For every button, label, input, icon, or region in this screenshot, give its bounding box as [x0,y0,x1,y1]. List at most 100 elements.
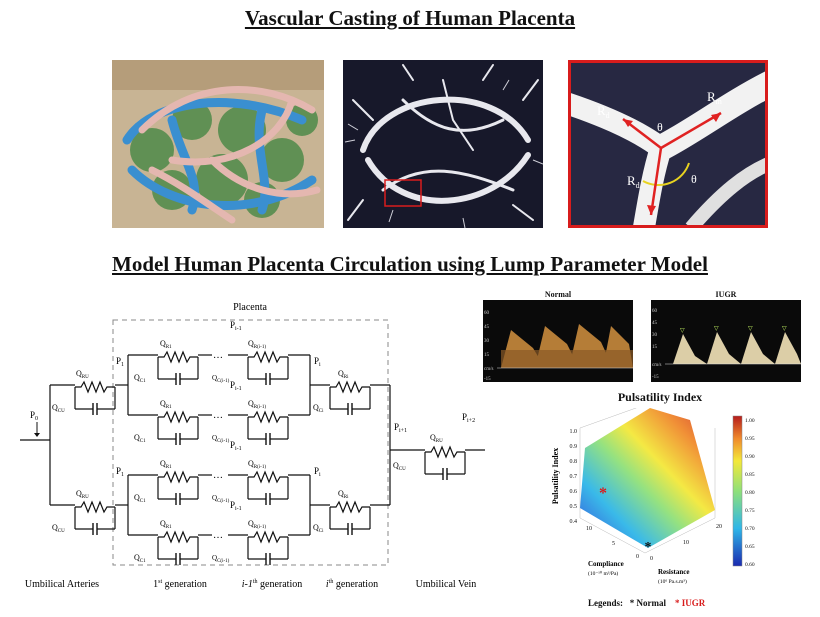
y-axis-label: Resistance [658,568,690,576]
p1-top-label: P1 [116,356,124,368]
svg-text:QR(i-1): QR(i-1) [248,399,266,410]
svg-text:QR(i-1): QR(i-1) [248,459,266,470]
model-title: Model Human Placenta Circulation using L… [112,252,708,276]
svg-text:QR1: QR1 [160,399,172,410]
svg-text:QC1: QC1 [134,493,146,504]
svg-text:QR(i-1): QR(i-1) [248,339,266,350]
legend: Legends: * Normal * IUGR [588,598,706,608]
svg-text:0.8: 0.8 [570,459,578,465]
svg-text:45: 45 [652,321,658,326]
qcu-bottom-label: QCU [52,523,65,534]
svg-text:(10⁶ Pa.s.m³): (10⁶ Pa.s.m³) [658,578,687,585]
svg-text:▽: ▽ [748,326,753,332]
rd-top-label: Rd [597,103,610,120]
svg-text:15: 15 [484,353,490,358]
svg-text:QC1: QC1 [134,373,146,384]
bifurcation-detail: Rd Rm Rd θ θ [568,60,768,228]
svg-text:20: 20 [716,524,722,530]
svg-text:0: 0 [650,556,653,562]
svg-text:▽: ▽ [782,326,787,332]
svg-text:(10⁻¹⁰ m³/Pa): (10⁻¹⁰ m³/Pa) [588,570,618,577]
svg-text:30: 30 [652,333,658,338]
doppler-iugr-label: IUGR [715,290,737,299]
lumped-circuit-diagram: Placenta P0 QRU QCU QRU QCU P1 P1 … … [20,302,485,590]
legend-normal: Normal [636,598,667,608]
umbilical-arteries-label: Umbilical Arteries [25,579,99,590]
svg-text:15: 15 [652,345,658,350]
svg-text:QR1: QR1 [160,459,172,470]
svg-text:…: … [213,350,223,361]
svg-text:0.5: 0.5 [570,504,578,510]
svg-text:1.0: 1.0 [570,429,578,435]
svg-text:QR1: QR1 [160,339,172,350]
svg-text:Pi-1: Pi-1 [230,320,242,332]
svg-text:45: 45 [484,325,490,330]
theta-label-top: θ [657,120,663,134]
svg-text:QRi: QRi [338,489,349,500]
svg-text:10: 10 [586,526,592,532]
svg-text:-15: -15 [484,377,491,382]
svg-text:Pi+2: Pi+2 [462,412,475,424]
zoom-box [384,179,422,207]
svg-text:0.80: 0.80 [745,490,755,496]
svg-text:0.95: 0.95 [745,436,755,442]
svg-text:0: 0 [636,554,639,560]
svg-text:QRi: QRi [338,369,349,380]
legend-iugr: IUGR [681,598,706,608]
qru-top-label: QRU [76,369,89,380]
x-axis-label: Compliance [588,560,624,568]
placenta-box [112,319,389,566]
svg-text:0.70: 0.70 [745,526,755,532]
doppler-normal: 60 45 30 15 cm/s -15 [483,300,633,382]
svg-text:QCU: QCU [393,461,406,472]
qcu-top-label: QCU [52,403,65,414]
svg-text:0.7: 0.7 [570,474,578,480]
p0-label: P0 [30,410,38,422]
doppler-iugr: ▽ ▽ ▽ ▽ 60 45 30 15 cm/s -15 [651,300,801,382]
svg-text:0.90: 0.90 [745,454,755,460]
svg-text:60: 60 [652,309,658,314]
svg-text:Pi+1: Pi+1 [394,422,407,434]
svg-text:QR(i-1): QR(i-1) [248,519,266,530]
rd-bottom-label: Rd [627,173,640,190]
vascular-ct-render [343,60,543,228]
svg-text:0.6: 0.6 [570,489,578,495]
normal-marker: * [645,540,652,555]
svg-text:QC(i-1): QC(i-1) [212,554,230,564]
vascular-cast-photo [112,60,324,228]
svg-text:Pi: Pi [314,356,321,368]
placenta-label: Placenta [233,302,267,313]
z-axis-label: Pulsatility Index [551,448,560,504]
svg-text:0.4: 0.4 [570,519,578,525]
svg-text:Pi-1: Pi-1 [230,380,242,392]
pi-surface [580,408,715,548]
svg-text:QCi: QCi [313,403,324,414]
svg-text:10: 10 [683,540,689,546]
gen-i-label: ith generation [326,579,378,590]
svg-text:-15: -15 [652,375,659,380]
umbilical-vein-label: Umbilical Vein [416,579,477,590]
iugr-marker: * [599,485,607,502]
svg-text:0.65: 0.65 [745,544,755,550]
svg-text:QR1: QR1 [160,519,172,530]
svg-text:QCi: QCi [313,523,324,534]
svg-text:cm/s: cm/s [484,367,493,372]
svg-text:…: … [213,530,223,541]
svg-text:Pi-1: Pi-1 [230,500,242,512]
svg-text:1.00: 1.00 [745,418,755,424]
svg-text:QC(i-1): QC(i-1) [212,434,230,444]
svg-text:…: … [213,410,223,421]
svg-text:Pi-1: Pi-1 [230,440,242,452]
svg-text:…: … [213,470,223,481]
colorbar [732,415,743,567]
svg-text:0.60: 0.60 [745,562,755,568]
svg-text:30: 30 [484,339,490,344]
svg-text:QRU: QRU [430,433,443,444]
svg-text:QC(i-1): QC(i-1) [212,374,230,384]
casting-title: Vascular Casting of Human Placenta [244,6,576,30]
gen1-label: 1st generation [153,579,207,590]
svg-text:QC1: QC1 [134,553,146,564]
svg-text:0.75: 0.75 [745,508,755,514]
gen-i1-label: i-1th generation [242,579,302,590]
theta-label-bottom: θ [691,172,697,186]
